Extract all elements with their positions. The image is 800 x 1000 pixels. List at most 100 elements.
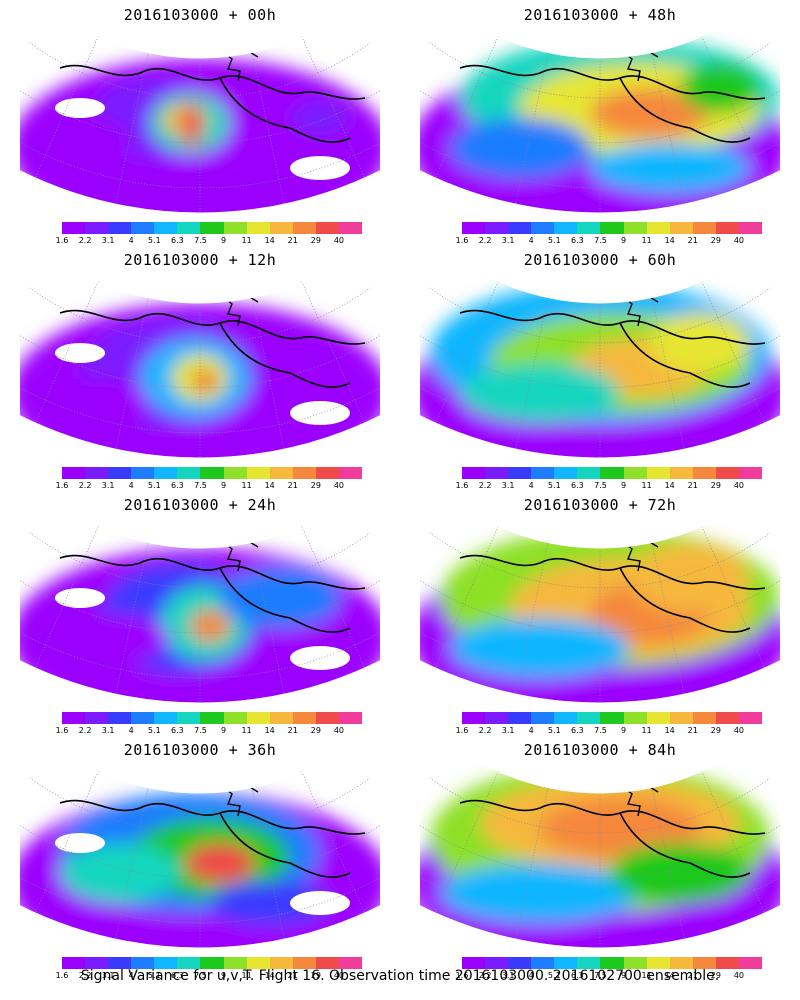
- colorbar-swatch: [600, 222, 624, 234]
- colorbar-label: 4: [528, 481, 534, 490]
- colorbar-label: 40: [333, 726, 345, 735]
- colorbar-label: 29: [710, 481, 721, 490]
- colorbar-swatch: [646, 712, 670, 724]
- colorbar-label: 2.2: [78, 236, 92, 245]
- longitude-line: [34, 771, 99, 914]
- colorbar-labels: 1.6 2.2 3.1 4 5.1 6.3 7.5 9 11 14 21 29 40: [456, 726, 768, 736]
- colorbar-swatch: [177, 222, 201, 234]
- colorbar-swatch: [154, 957, 178, 969]
- colorbar-label: 3.1: [101, 971, 115, 980]
- colorbar-swatch: [131, 712, 155, 724]
- colorbar-label: 4: [528, 726, 534, 735]
- colorbar-labels: 1.6 2.2 3.1 4 5.1 6.3 7.5 9 11 14 21 29 40: [56, 236, 368, 246]
- colorbar-label: 11: [241, 971, 252, 980]
- colorbar-label: 11: [641, 971, 652, 980]
- colorbar-label: 40: [733, 236, 745, 245]
- colorbar-swatch: [200, 712, 224, 724]
- colorbar-label: 40: [733, 726, 745, 735]
- colorbar-swatch: [600, 712, 624, 724]
- variance-blob: [50, 378, 150, 428]
- colorbar-label: 3.1: [101, 726, 115, 735]
- colorbar-swatch: [738, 957, 763, 969]
- variance-map: [420, 518, 780, 704]
- latitude-line: [29, 287, 371, 344]
- panel-title: 2016103000 + 36h: [123, 741, 277, 759]
- colorbar-swatch: [315, 222, 339, 234]
- colorbar-swatch: [200, 222, 224, 234]
- colorbar-label: 3.1: [501, 236, 515, 245]
- colorbar-swatch: [223, 712, 247, 724]
- variance-map: [420, 763, 780, 949]
- colorbar-swatch: [269, 467, 293, 479]
- colorbar: [462, 467, 763, 479]
- colorbar-label: 14: [264, 236, 275, 245]
- colorbar-label: 29: [310, 236, 321, 245]
- colorbar-swatch: [623, 712, 647, 724]
- latitude-line: [429, 777, 771, 834]
- colorbar-swatch: [292, 712, 316, 724]
- colorbar-label: 3.1: [501, 726, 515, 735]
- longitude-line: [434, 771, 499, 914]
- colorbar-label: 21: [687, 726, 698, 735]
- longitude-line: [515, 297, 549, 450]
- colorbar-swatch: [246, 712, 270, 724]
- longitude-line: [301, 281, 366, 424]
- colorbar-swatch: [738, 712, 763, 724]
- colorbar-label: 40: [333, 481, 345, 490]
- colorbar-label: 9: [620, 481, 627, 490]
- variance-map: [420, 273, 780, 459]
- colorbar-label: 1.6: [455, 481, 469, 490]
- colorbar-swatch: [62, 957, 86, 969]
- colorbar-swatch: [462, 957, 486, 969]
- latitude-line: [29, 42, 371, 99]
- colorbar-label: 9: [620, 236, 627, 245]
- variance-blob: [450, 618, 630, 678]
- colorbar-label: 6.3: [171, 971, 184, 980]
- longitude-line: [515, 52, 549, 205]
- colorbar-swatch: [177, 957, 201, 969]
- colorbar-swatch: [485, 712, 509, 724]
- colorbar-swatch: [462, 222, 486, 234]
- colorbar-label: 14: [264, 971, 275, 980]
- variance-blob: [210, 881, 330, 925]
- colorbar-label: 21: [287, 971, 298, 980]
- colorbar-label: 29: [710, 236, 721, 245]
- colorbar-label: 1.6: [455, 236, 469, 245]
- latitude-line: [429, 287, 771, 344]
- colorbar-swatch: [246, 222, 270, 234]
- latitude-line: [429, 42, 771, 99]
- colorbar-swatch: [554, 957, 578, 969]
- variance-blob: [185, 843, 255, 883]
- colorbar-swatch: [200, 467, 224, 479]
- colorbar-label: 11: [241, 481, 252, 490]
- colorbar-swatch: [715, 712, 739, 724]
- colorbar-label: 14: [264, 481, 275, 490]
- colorbar-swatch: [269, 712, 293, 724]
- longitude-line: [115, 542, 149, 695]
- longitude-line: [434, 526, 499, 669]
- variance-map: [20, 28, 380, 214]
- colorbar-label: 14: [664, 971, 675, 980]
- colorbar-swatch: [738, 222, 763, 234]
- colorbar-swatch: [554, 467, 578, 479]
- latitude-line: [420, 115, 780, 189]
- colorbar-label: 1.6: [55, 971, 69, 980]
- colorbar-label: 2.2: [78, 481, 92, 490]
- colorbar-label: 21: [287, 726, 298, 735]
- colorbar-swatch: [508, 712, 532, 724]
- colorbar-label: 6.3: [571, 726, 584, 735]
- colorbar-label: 4: [128, 481, 134, 490]
- variance-blob: [450, 118, 590, 178]
- colorbar-swatch: [531, 222, 555, 234]
- variance-blob: [680, 63, 760, 113]
- coastline: [59, 799, 366, 878]
- colorbar-swatch: [508, 222, 532, 234]
- variance-blob: [650, 313, 750, 373]
- colorbar-swatch: [85, 222, 109, 234]
- longitude-line: [434, 36, 499, 179]
- colorbar-swatch: [338, 957, 363, 969]
- longitude-line: [34, 36, 99, 179]
- colorbar-swatch: [623, 222, 647, 234]
- colorbar-label: 7.5: [594, 236, 607, 245]
- colorbar-swatch: [315, 712, 339, 724]
